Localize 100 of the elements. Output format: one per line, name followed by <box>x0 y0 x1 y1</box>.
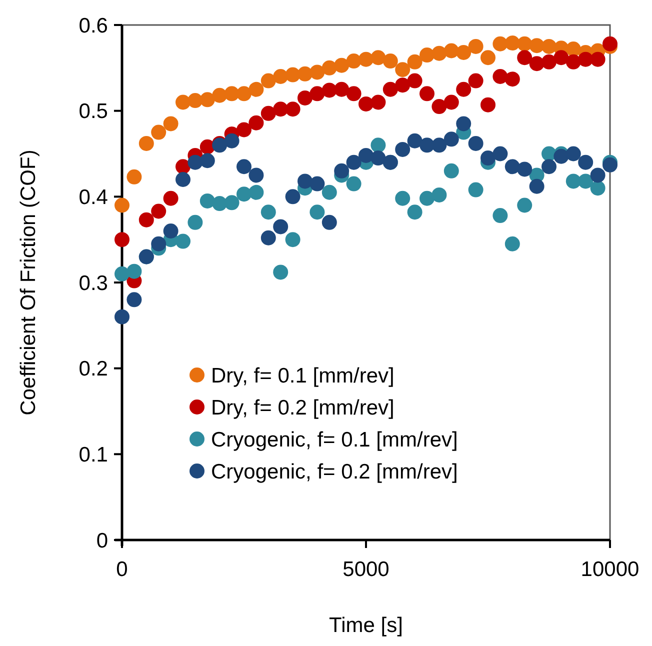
point <box>504 36 520 51</box>
point <box>492 69 508 84</box>
point <box>382 82 398 97</box>
point <box>285 232 300 248</box>
point <box>432 138 447 153</box>
point <box>370 138 386 153</box>
point <box>163 116 178 132</box>
point <box>346 54 362 69</box>
point <box>542 159 556 174</box>
point <box>420 48 434 63</box>
point <box>322 60 337 76</box>
point <box>517 198 532 213</box>
point <box>370 94 386 110</box>
point <box>480 97 496 112</box>
point <box>151 204 166 219</box>
point <box>260 73 276 88</box>
point <box>529 56 544 72</box>
point <box>310 64 325 80</box>
y-tick-label: 0.5 <box>78 100 108 124</box>
point <box>346 176 362 192</box>
x-axis-title: Time [s] <box>329 614 403 637</box>
legend-label: Dry, f= 0.2 [mm/rev] <box>211 396 394 420</box>
point <box>126 264 142 279</box>
point <box>578 174 594 189</box>
point <box>468 182 484 198</box>
point <box>114 309 130 324</box>
y-tick-label: 0 <box>96 529 108 552</box>
point <box>444 94 459 110</box>
point <box>114 232 130 248</box>
point <box>407 73 422 88</box>
point <box>273 219 288 234</box>
point <box>492 146 508 162</box>
y-tick-label: 0.3 <box>78 272 108 295</box>
point <box>517 162 532 177</box>
point <box>212 196 228 212</box>
point <box>200 153 215 168</box>
point <box>504 159 520 174</box>
point <box>224 195 240 210</box>
point <box>298 90 312 106</box>
point <box>590 168 606 183</box>
point <box>322 82 337 98</box>
point <box>188 93 203 108</box>
point <box>382 54 398 69</box>
y-axis-title: Coefficient Of Friction (COF) <box>17 150 40 416</box>
legend-label: Dry, f= 0.1 [mm/rev] <box>211 364 394 388</box>
point <box>334 163 350 178</box>
point <box>126 292 142 308</box>
point <box>492 36 508 52</box>
point <box>492 208 508 224</box>
point <box>395 190 410 206</box>
point <box>212 88 228 103</box>
point <box>468 136 484 151</box>
point <box>322 184 337 200</box>
point <box>370 50 386 66</box>
point <box>236 86 252 102</box>
point <box>542 54 556 70</box>
point <box>407 133 422 148</box>
legend-label: Cryogenic, f= 0.2 [mm/rev] <box>211 460 458 484</box>
point <box>504 236 520 252</box>
point <box>517 50 532 66</box>
point <box>444 132 459 147</box>
point <box>138 212 154 228</box>
point <box>566 146 581 162</box>
point <box>114 266 130 282</box>
point <box>138 136 154 151</box>
point <box>273 69 288 84</box>
y-tick-label: 0.6 <box>78 14 108 38</box>
point <box>248 184 264 200</box>
point <box>590 52 606 67</box>
point <box>444 163 459 178</box>
point <box>456 116 472 132</box>
point <box>346 86 362 102</box>
point <box>236 186 252 202</box>
point <box>395 142 410 157</box>
point <box>322 214 337 230</box>
point <box>188 154 203 170</box>
point <box>432 187 447 202</box>
point <box>395 62 410 78</box>
point <box>200 92 215 108</box>
point <box>566 54 581 70</box>
point <box>298 66 312 82</box>
point <box>114 198 130 213</box>
point <box>358 52 374 67</box>
point <box>554 50 569 66</box>
point <box>468 73 484 88</box>
point <box>260 230 276 246</box>
y-tick-label: 0.2 <box>78 358 108 381</box>
point <box>578 154 594 170</box>
point <box>248 115 264 130</box>
point <box>285 102 300 117</box>
y-tick-label: 0.1 <box>78 444 108 467</box>
point <box>432 99 447 114</box>
point <box>407 54 422 70</box>
point <box>126 169 142 184</box>
point <box>188 214 203 230</box>
point <box>163 224 178 238</box>
point <box>151 124 166 140</box>
point <box>176 94 190 110</box>
point <box>248 82 264 97</box>
point <box>529 178 544 194</box>
